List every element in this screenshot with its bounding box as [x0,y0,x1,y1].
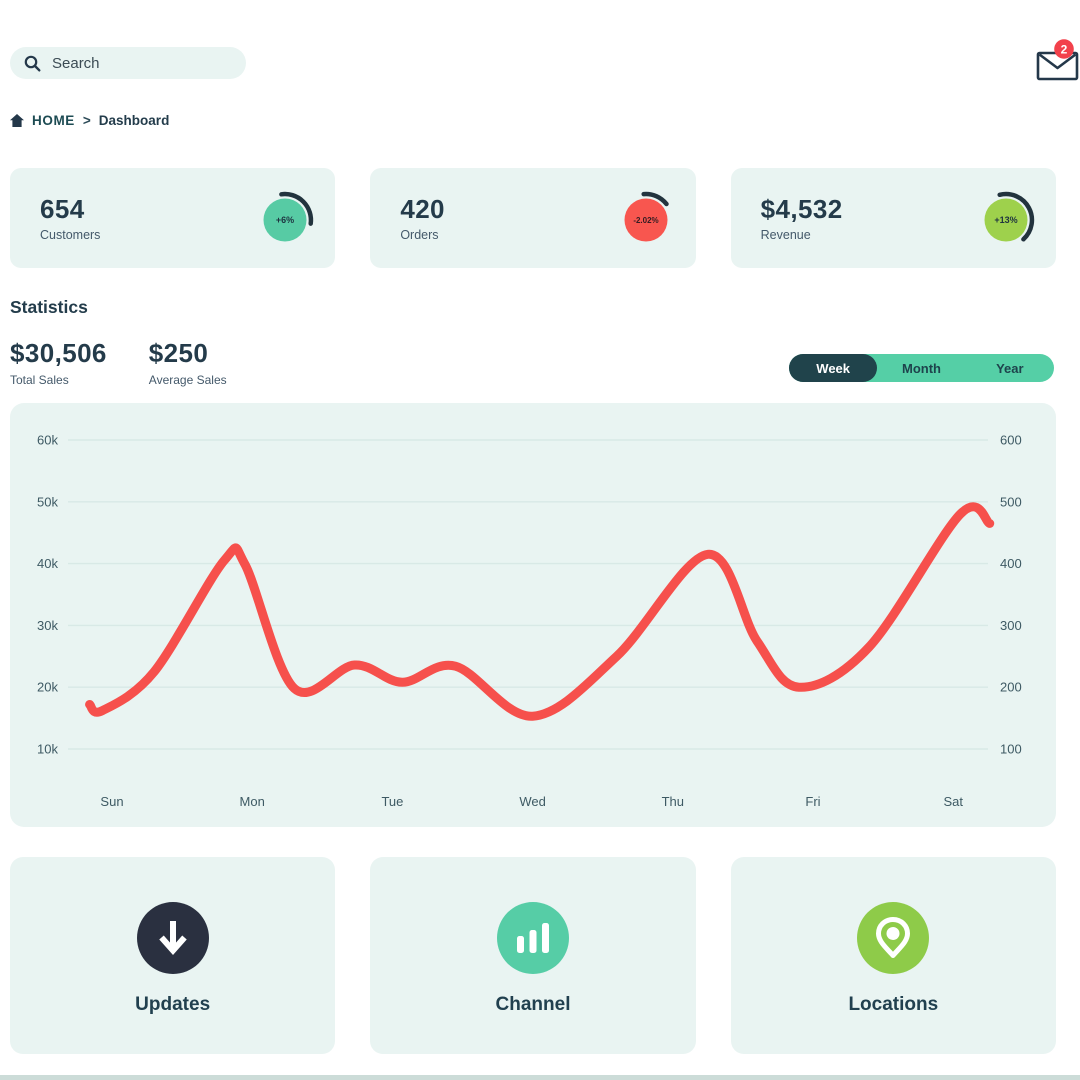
action-cards-row: Updates Channel Locations [10,857,1056,1054]
revenue-label: Revenue [760,228,811,242]
customers-gauge-icon: +6% [263,191,314,242]
mail-badge: 2 [1054,39,1074,59]
revenue-delta: +13% [994,215,1017,225]
sales-chart-svg: 60k 600 50k 500 40k 400 30k 300 20k 200 10k 100 Sun M… [37,433,1022,810]
x-axis-day-label: Sun [100,794,123,809]
updates-label: Updates [135,994,211,1015]
average-sales-block: $250 Average Sales [149,338,227,387]
sales-chart-panel: 60k 600 50k 500 40k 400 30k 300 20k 200 10k 100 Sun M… [10,403,1056,827]
stat-cards-row: 654 Customers +6% 420 Orders -2.02% $4,5… [10,168,1056,268]
x-axis-day-label: Tue [381,794,403,809]
revenue-gauge-icon: +13% [984,191,1035,242]
y-axis-left-label: 30k [37,618,58,633]
locations-label: Locations [848,994,939,1015]
tab-year[interactable]: Year [996,360,1024,376]
breadcrumb-separator: > [82,113,91,128]
y-axis-left-label: 20k [37,680,58,695]
search-bar[interactable] [10,47,246,79]
channel-card[interactable]: Channel [370,857,696,1054]
x-axis-day-label: Thu [662,794,684,809]
total-sales-value: $30,506 [10,338,107,368]
stat-card-customers: 654 Customers +6% [10,168,336,268]
updates-card[interactable]: Updates [10,857,336,1054]
total-sales-label: Total Sales [10,373,69,387]
locations-card[interactable]: Locations [730,857,1056,1054]
customers-label: Customers [40,228,101,242]
mail-button[interactable]: 2 [1034,36,1080,84]
bottom-divider-strip [0,1075,1080,1080]
sales-line [85,502,995,721]
download-arrow-icon [136,902,209,974]
statistics-title: Statistics [10,297,88,317]
average-sales-value: $250 [148,338,209,368]
total-sales-block: $30,506 Total Sales [10,338,107,387]
range-toggle: Week Month Year [789,354,1054,382]
home-icon [10,114,24,127]
x-axis-day-label: Sat [943,794,963,809]
sales-totals: $30,506 Total Sales $250 Average Sales [10,338,227,387]
orders-label: Orders [400,228,439,242]
x-axis-day-label: Mon [240,794,265,809]
mail-icon [1036,51,1079,81]
y-axis-right-label: 600 [1000,433,1022,448]
bar-chart-icon [496,902,569,974]
location-pin-icon [857,902,930,974]
customers-delta: +6% [276,215,294,225]
y-axis-right-label: 200 [1000,680,1022,695]
y-axis-left-label: 10k [37,742,58,757]
channel-label: Channel [495,994,571,1015]
search-icon [24,55,41,72]
tab-month[interactable]: Month [902,360,941,376]
y-axis-right-label: 500 [1000,494,1022,509]
svg-text:2: 2 [1061,42,1068,56]
y-axis-left-label: 40k [37,556,58,571]
breadcrumb: HOME > Dashboard [10,113,169,128]
stat-card-orders: 420 Orders -2.02% [370,168,696,268]
orders-delta: -2.02% [633,216,658,225]
y-axis-left-label: 50k [37,494,58,509]
revenue-value: $4,532 [760,194,843,224]
y-axis-right-label: 400 [1000,556,1022,571]
stat-card-revenue: $4,532 Revenue +13% [730,168,1056,268]
search-input[interactable] [50,53,232,73]
breadcrumb-home-link[interactable]: HOME [32,113,75,128]
breadcrumb-current-page[interactable]: Dashboard [98,113,170,128]
y-axis-left-label: 60k [37,433,58,448]
orders-value: 420 [400,194,445,224]
tab-week[interactable]: Week [789,354,878,382]
y-axis-right-label: 100 [1000,742,1022,757]
average-sales-label: Average Sales [148,373,227,387]
x-axis-day-label: Fri [805,794,820,809]
orders-gauge-icon: -2.02% [624,191,669,242]
customers-value: 654 [40,194,85,224]
y-axis-right-label: 300 [1000,618,1022,633]
x-axis-day-label: Wed [519,794,546,809]
